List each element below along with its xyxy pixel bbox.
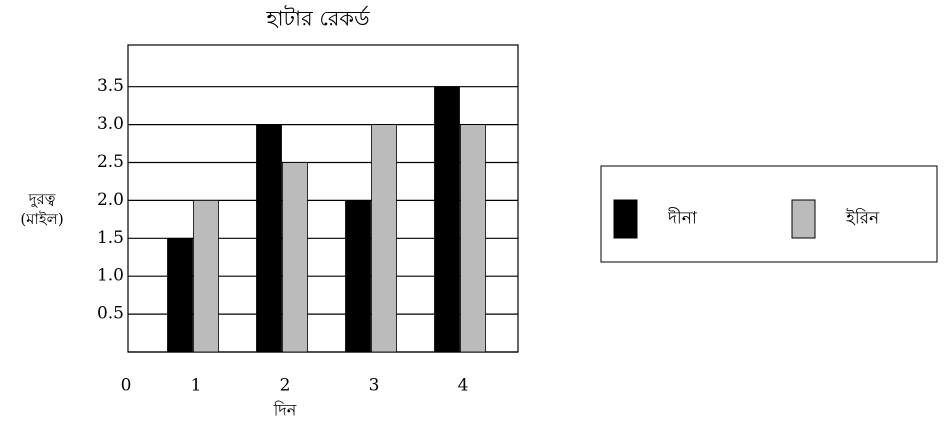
origin-label: 0 — [121, 376, 132, 396]
legend-swatch — [791, 199, 816, 239]
legend-box — [600, 165, 938, 263]
y-tick-label: 3.0 — [97, 114, 124, 134]
bar — [167, 237, 193, 353]
bar — [256, 124, 282, 353]
x-tick-label: 1 — [191, 376, 202, 396]
chart-title: হাটার রেকর্ড — [265, 6, 370, 31]
legend-label: দীনা — [667, 208, 698, 229]
bar — [345, 199, 371, 353]
bar — [282, 162, 308, 353]
x-tick-label: 3 — [369, 376, 380, 396]
y-tick-label: 0.5 — [97, 304, 124, 324]
x-tick-label: 4 — [458, 376, 469, 396]
bar — [193, 199, 219, 353]
bar — [371, 124, 397, 353]
legend-label: ইরিন — [845, 208, 880, 229]
y-tick-label: 1.5 — [97, 228, 124, 248]
y-axis-label: দুরত্ব — [28, 190, 56, 208]
y-tick-label: 2.0 — [97, 190, 124, 210]
y-axis-label: (মাইল) — [20, 210, 63, 228]
x-tick-label: 2 — [280, 376, 291, 396]
y-tick-label: 1.0 — [97, 266, 124, 286]
legend-swatch — [613, 199, 638, 239]
y-tick-label: 3.5 — [97, 76, 124, 96]
x-axis-label: দিন — [273, 401, 297, 420]
bar — [460, 124, 486, 353]
y-tick-label: 2.5 — [97, 152, 124, 172]
bar — [434, 86, 460, 353]
